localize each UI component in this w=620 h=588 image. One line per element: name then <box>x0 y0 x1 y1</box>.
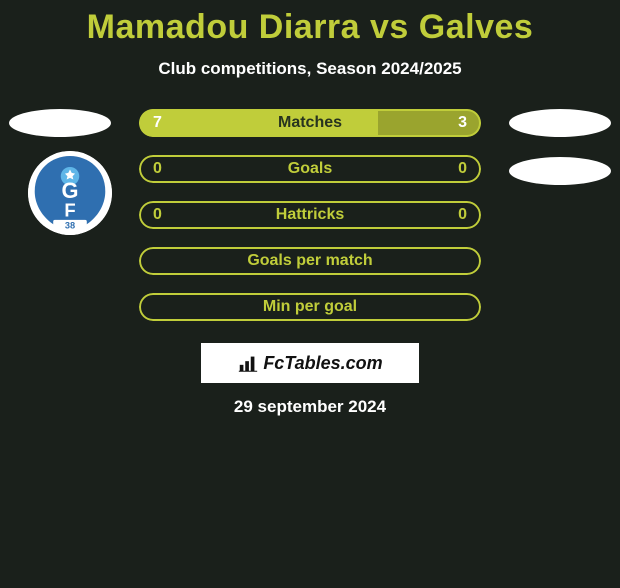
infographic-root: Mamadou Diarra vs Galves Club competitio… <box>0 8 620 417</box>
stat-bar: Goals per match <box>139 247 481 275</box>
page-title: Mamadou Diarra vs Galves <box>0 8 620 47</box>
stats-area: G F 38 7 3 Matches 0 0 Goals 0 0 Hattricks Goals … <box>0 109 620 321</box>
brand-text: FcTables.com <box>263 353 382 374</box>
right-player-badges <box>480 109 620 369</box>
stat-bar: 0 0 Hattricks <box>139 201 481 229</box>
bar-label: Goals per match <box>247 252 372 270</box>
bar-value-right: 3 <box>458 114 467 132</box>
bar-value-left: 0 <box>153 206 162 224</box>
subtitle: Club competitions, Season 2024/2025 <box>0 59 620 79</box>
placeholder-ellipse <box>509 109 611 137</box>
club-badge-svg: G F 38 <box>28 151 112 235</box>
stat-bar: 7 3 Matches <box>139 109 481 137</box>
bar-fill-right <box>310 155 481 183</box>
bar-label: Min per goal <box>263 298 357 316</box>
stat-bars: 7 3 Matches 0 0 Goals 0 0 Hattricks Goals per mat… <box>139 109 481 321</box>
placeholder-ellipse <box>9 109 111 137</box>
bar-fill-left <box>139 155 310 183</box>
bar-value-right: 0 <box>458 206 467 224</box>
bar-label: Matches <box>278 114 342 132</box>
svg-text:38: 38 <box>65 220 75 230</box>
bar-value-right: 0 <box>458 160 467 178</box>
date-text: 29 september 2024 <box>234 397 386 417</box>
bar-label: Hattricks <box>276 206 344 224</box>
left-player-badges: G F 38 <box>0 109 140 369</box>
bar-value-left: 7 <box>153 114 162 132</box>
club-badge-grenoble: G F 38 <box>28 151 112 235</box>
bar-chart-icon <box>237 352 259 374</box>
stat-bar: 0 0 Goals <box>139 155 481 183</box>
bar-fill-left <box>139 109 378 137</box>
stat-bar: Min per goal <box>139 293 481 321</box>
bar-value-left: 0 <box>153 160 162 178</box>
placeholder-ellipse <box>509 157 611 185</box>
brand-box: FcTables.com <box>201 343 419 383</box>
svg-text:F: F <box>64 200 75 221</box>
bar-label: Goals <box>288 160 332 178</box>
